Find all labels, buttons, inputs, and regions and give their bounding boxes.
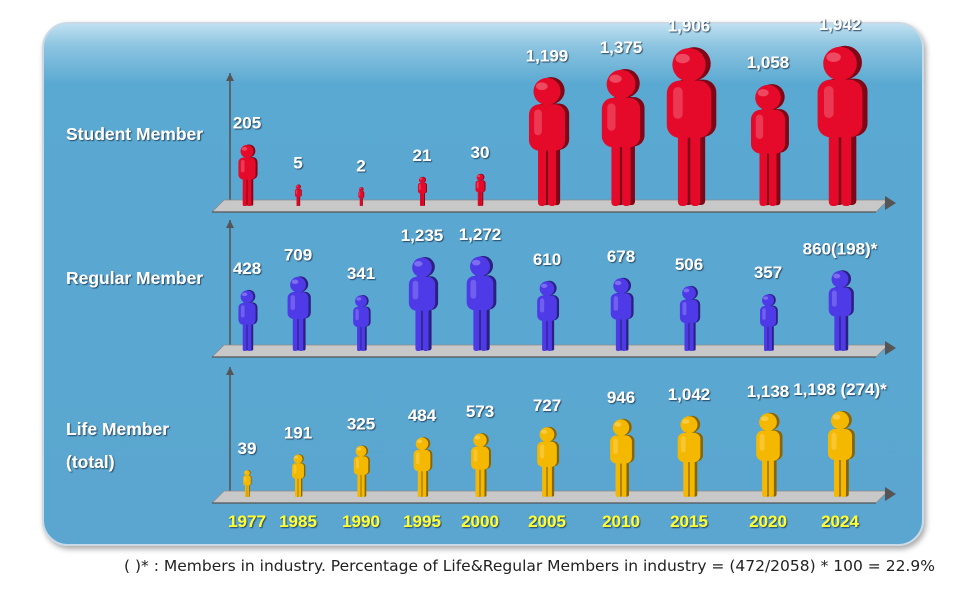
figure-2020 bbox=[750, 84, 789, 206]
series-name: (total) bbox=[66, 452, 115, 472]
value-label: 1,058 bbox=[747, 53, 790, 72]
value-label: 709 bbox=[284, 246, 312, 265]
year-label-2005: 2005 bbox=[528, 512, 566, 531]
value-label: 325 bbox=[347, 414, 375, 433]
series-name: Student Member bbox=[66, 124, 203, 144]
row-student-member: Student Member 205 5 2 21 30 1,199 1,375 1,906 1,… bbox=[66, 15, 896, 213]
value-label: 39 bbox=[238, 439, 257, 458]
figure-1977 bbox=[243, 469, 252, 497]
value-label: 341 bbox=[347, 264, 375, 283]
value-label: 205 bbox=[233, 114, 261, 133]
value-label: 357 bbox=[754, 263, 782, 282]
figure-2024 bbox=[827, 410, 855, 497]
year-label-2000: 2000 bbox=[461, 512, 499, 531]
value-label: 506 bbox=[675, 255, 703, 274]
value-label: 5 bbox=[293, 154, 302, 173]
figure-2020 bbox=[756, 412, 783, 497]
year-label-2024: 2024 bbox=[821, 512, 859, 531]
year-label-2015: 2015 bbox=[670, 512, 708, 531]
value-label: 573 bbox=[466, 402, 494, 421]
value-label: 946 bbox=[607, 388, 635, 407]
year-labels: 1977 1985 1990 1995 2000 2005 2010 2015 2020 2024 bbox=[228, 512, 859, 531]
figure-2015 bbox=[677, 415, 703, 497]
year-label-1977: 1977 bbox=[228, 512, 266, 531]
figure-1995 bbox=[417, 176, 428, 206]
figure-1995 bbox=[413, 437, 433, 497]
year-label-1995: 1995 bbox=[403, 512, 441, 531]
y-axis-arrow bbox=[226, 73, 234, 81]
y-axis-arrow bbox=[226, 220, 234, 228]
value-label: 610 bbox=[533, 250, 561, 269]
value-label: 30 bbox=[471, 143, 490, 162]
figure-1985 bbox=[287, 276, 311, 351]
figure-1995 bbox=[408, 257, 439, 351]
figure-2015 bbox=[666, 47, 717, 206]
value-label: 484 bbox=[408, 406, 437, 425]
figure-1985 bbox=[292, 454, 306, 497]
figure-1977 bbox=[238, 144, 258, 206]
figure-2010 bbox=[610, 277, 634, 351]
series-name: Regular Member bbox=[66, 268, 203, 288]
figure-2000 bbox=[466, 255, 497, 351]
footnote: ( )* : Members in industry. Percentage o… bbox=[124, 557, 935, 575]
figure-2005 bbox=[528, 77, 570, 206]
figure-2010 bbox=[601, 68, 645, 206]
figure-2000 bbox=[475, 173, 486, 206]
value-label: 428 bbox=[233, 259, 261, 278]
figure-1990 bbox=[358, 187, 365, 206]
row-regular-member: Regular Member 428 709 341 1,235 1,272 610 678 5… bbox=[66, 220, 896, 358]
value-label: 2 bbox=[356, 156, 365, 175]
value-label: 1,199 bbox=[526, 46, 569, 65]
year-label-2020: 2020 bbox=[749, 512, 787, 531]
value-label: 727 bbox=[533, 396, 561, 415]
row-life-member-total: Life Member (total) 39 191 325 484 573 727 946 1,… bbox=[66, 367, 896, 504]
figure-2015 bbox=[679, 285, 701, 351]
figure-2005 bbox=[537, 280, 560, 351]
figure-2000 bbox=[471, 433, 491, 497]
value-label: 1,235 bbox=[401, 226, 444, 245]
figure-2005 bbox=[537, 426, 560, 497]
figure-2024 bbox=[817, 45, 868, 206]
figure-1985 bbox=[295, 184, 302, 206]
value-label: 1,198 (274)* bbox=[793, 380, 887, 399]
year-label-1985: 1985 bbox=[279, 512, 317, 531]
value-label: 678 bbox=[607, 247, 635, 266]
value-label: 1,375 bbox=[600, 38, 643, 57]
value-label: 191 bbox=[284, 423, 312, 442]
value-label: 21 bbox=[413, 146, 432, 165]
value-label: 1,942 bbox=[819, 15, 862, 34]
figure-1977 bbox=[238, 289, 258, 351]
figure-2024 bbox=[828, 270, 854, 351]
year-label-1990: 1990 bbox=[342, 512, 380, 531]
figure-2010 bbox=[610, 418, 635, 497]
value-label: 1,138 bbox=[747, 382, 790, 401]
value-label: 860(198)* bbox=[803, 239, 878, 258]
value-label: 1,042 bbox=[668, 385, 711, 404]
x-axis-arrow bbox=[885, 341, 896, 355]
y-axis-arrow bbox=[226, 367, 234, 375]
figure-1990 bbox=[353, 445, 370, 497]
figure-1990 bbox=[353, 294, 371, 351]
year-label-2010: 2010 bbox=[602, 512, 640, 531]
value-label: 1,272 bbox=[459, 225, 502, 244]
value-label: 1,906 bbox=[668, 16, 711, 35]
x-axis-arrow bbox=[885, 487, 896, 501]
series-name: Life Member bbox=[66, 419, 169, 439]
figure-2020 bbox=[760, 294, 778, 351]
x-axis-arrow bbox=[885, 196, 896, 210]
